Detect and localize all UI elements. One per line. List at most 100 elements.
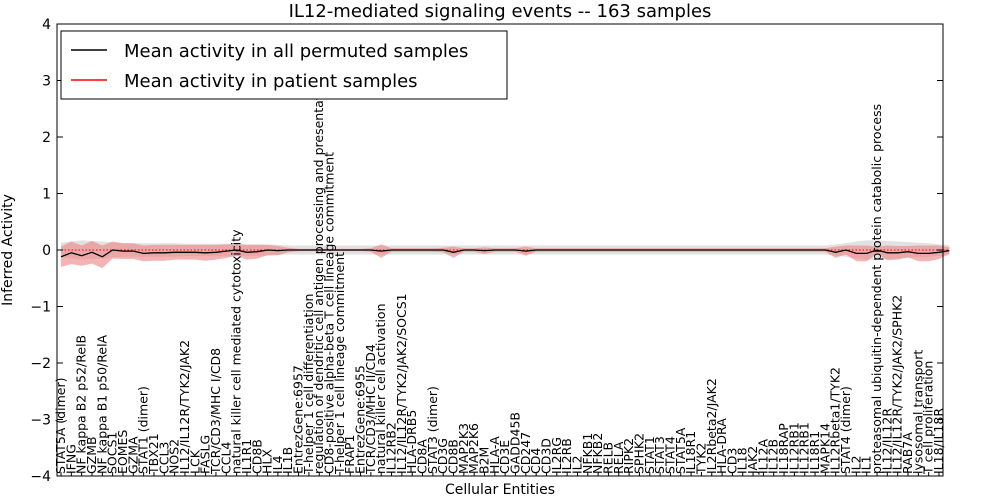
x-tick-label: EOMES — [115, 430, 130, 474]
x-tick-label: CCL3 — [156, 442, 171, 474]
x-tick-label: FASLG — [198, 435, 213, 474]
legend: Mean activity in all permuted samples Me… — [60, 30, 508, 100]
y-tick-label: −2 — [30, 356, 51, 372]
x-tick-label: SOCS1 — [105, 432, 120, 474]
x-tick-label: NOS2 — [167, 439, 182, 474]
x-tick-label: GADD45B — [508, 412, 523, 474]
x-tick-label: MAP2K6 — [466, 423, 481, 474]
x-tick-label: CD3D — [539, 438, 554, 474]
x-tick-label: IL12RB1 — [797, 422, 812, 474]
x-tick-label: TBX21 — [146, 433, 161, 475]
x-tick-label: STAT5A — [673, 427, 688, 474]
y-tick-label: 4 — [42, 17, 51, 33]
x-tick-label: RIPK2 — [621, 438, 636, 474]
x-tick-label: RAB7A — [900, 432, 915, 474]
x-tick-label: IL1R1 — [239, 439, 254, 474]
y-axis: −4 −3 −2 −1 0 1 2 3 4 — [30, 17, 943, 485]
x-tick-label: lysosomal transport — [910, 350, 925, 474]
x-tick-label: IL18R1 — [683, 431, 698, 474]
x-tick-label: IL2Rbeta2/JAK2 — [704, 378, 719, 474]
x-tick-label: CD8-positive alpha-beta T cell lineage c… — [322, 152, 337, 474]
x-tick-label: IL18 — [735, 447, 750, 474]
x-tick-label: CCL4 — [218, 442, 233, 474]
x-tick-label: FRAP1 — [342, 435, 357, 474]
x-tick-label: MAPK14 — [817, 423, 832, 474]
x-tick-label: IL12Rbeta1/TYK2 — [828, 367, 843, 474]
x-tick-label: IL12/IL12R/TYK2/JAK2/SOCS1 — [394, 293, 409, 474]
x-tick-label: STAT1 — [642, 436, 657, 474]
x-tick-label: NFKB1 — [580, 433, 595, 474]
x-tick-label: T-helper 1 cell lineage commitment — [332, 252, 347, 475]
x-tick-label: IL18R1 — [807, 431, 822, 474]
x-tick-label: IL2 — [570, 455, 585, 474]
x-tick-label: RELB — [601, 442, 616, 474]
x-tick-label: STAT4 (dimer) — [838, 386, 853, 474]
x-tick-label: CD8B — [249, 439, 264, 474]
x-tick-label: GZMB — [84, 436, 99, 474]
x-tick-label: EntrezGene:6957 — [291, 365, 306, 474]
x-tick-label: proteasomal ubiquitin-dependent protein … — [869, 104, 884, 474]
x-tick-label: MAP2K3 — [456, 423, 471, 474]
patient-mean-line — [60, 249, 950, 258]
x-tick-label: RELA — [611, 441, 626, 474]
x-axis-label: Cellular Entities — [445, 482, 555, 498]
y-tick-label: −4 — [30, 469, 51, 485]
x-tick-label: IL12/IL12R — [879, 408, 894, 474]
x-tick-label: IL18/IL18R — [931, 408, 946, 474]
x-tick-label: CD3 — [724, 448, 739, 474]
x-tick-label: IL2RG — [549, 437, 564, 474]
y-tick-label: 1 — [42, 187, 51, 203]
y-tick-label: 0 — [42, 243, 51, 259]
x-tick-label: STAT5A (dimer) — [53, 378, 68, 474]
chart-title: IL12-mediated signaling events -- 163 sa… — [289, 1, 712, 22]
x-tick-label: CD8A — [415, 439, 430, 474]
x-tick-label: natural killer cell mediated cytotoxicit… — [229, 229, 244, 474]
x-tick-label: IL12RB1 — [786, 422, 801, 474]
x-tick-label: STAT4 — [662, 436, 677, 474]
x-tick-label: CD3E — [497, 440, 512, 474]
x-tick-label: CD247 — [518, 432, 533, 474]
y-tick-label: −3 — [30, 413, 51, 429]
x-tick-label: TCR/CD3/MHC I/CD8 — [208, 348, 223, 475]
x-tick-label: HLA-DRA — [714, 418, 729, 474]
x-tick-label: HLX — [260, 449, 275, 474]
x-tick-label: SPHK2 — [631, 433, 646, 474]
x-tick-label: STAT3 (dimer) — [425, 386, 440, 474]
x-tick-label: IL18RAP — [776, 423, 791, 474]
x-tick-label: T-helper 1 cell differentiation — [301, 294, 316, 475]
x-tick-label: JAK2 — [745, 446, 760, 475]
y-tick-label: −1 — [30, 300, 51, 316]
x-tick-label: IL1B — [280, 447, 295, 474]
y-axis-label: Inferred Activity — [0, 194, 16, 306]
x-tick-label: NF kappa B2 p52/RelB — [74, 335, 89, 474]
legend-box — [60, 30, 508, 100]
x-tick-label: NF kappa B1 p50/RelA — [94, 334, 109, 474]
x-tick-label: IL12/IL12R/TYK2/JAK2 — [177, 340, 192, 474]
x-tick-label: T cell proliferation — [921, 361, 936, 475]
x-tick-label: IL12RB2 — [384, 422, 399, 474]
y-tick-label: 2 — [42, 130, 51, 146]
x-tick-label: IL2 — [848, 455, 863, 474]
x-tick-label: STAT1 (dimer) — [136, 386, 151, 474]
x-tick-label: HLA-DRB5 — [404, 410, 419, 474]
x-tick-label: TYK2 — [693, 443, 708, 475]
series-lines — [60, 249, 950, 258]
x-tick-label: GZMA — [125, 436, 140, 474]
x-tick-label: IL12A — [755, 438, 770, 474]
x-tick-label: IL4 — [270, 455, 285, 474]
x-tick-label: CD8B — [446, 439, 461, 474]
legend-label-patient: Mean activity in patient samples — [124, 71, 418, 92]
x-tick-label: IL2RB — [559, 438, 574, 474]
x-tick-label: NFKB2 — [590, 433, 605, 474]
x-tick-label: natural killer cell activation — [373, 303, 388, 474]
x-tick-label: CD4 — [528, 448, 543, 474]
legend-label-permuted: Mean activity in all permuted samples — [124, 41, 468, 62]
x-tick-label: IL12/IL12R/TYK2/JAK2/SPHK2 — [890, 295, 905, 474]
x-tick-label: TCR/CD3/MHC II/CD4 — [363, 344, 378, 475]
patient-band — [61, 241, 950, 269]
x-tick-label: IFNG — [63, 444, 78, 474]
x-tick-label: IL1 — [859, 455, 874, 474]
x-tick-label: EntrezGene:6955 — [353, 365, 368, 474]
